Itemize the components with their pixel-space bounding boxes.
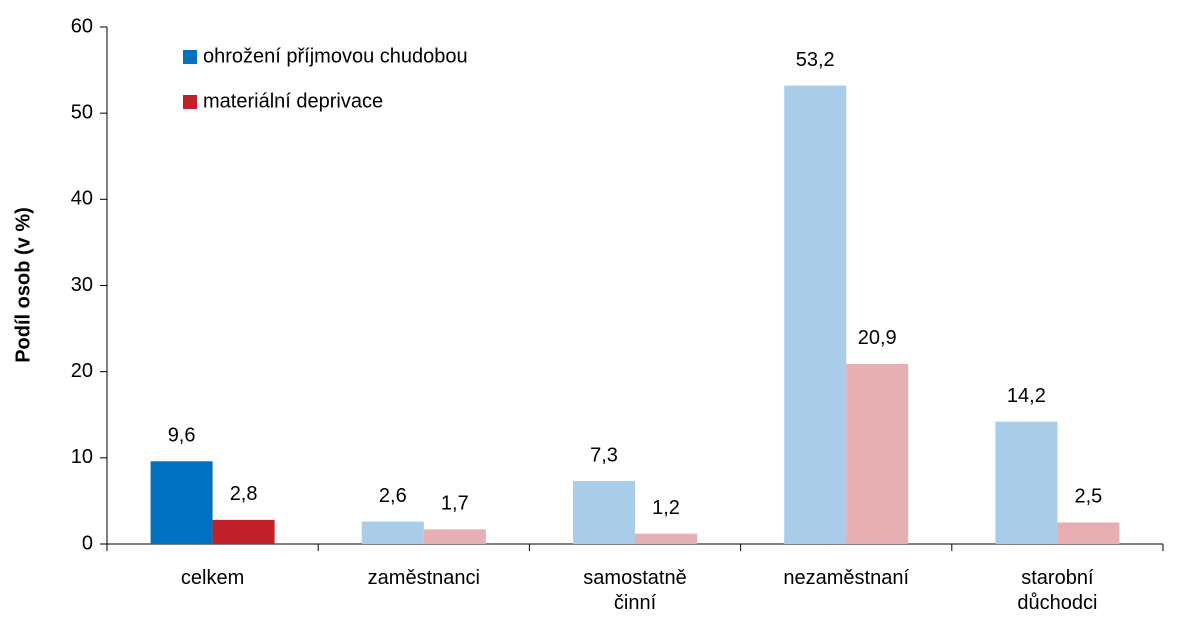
bar — [995, 421, 1058, 544]
y-axis-title: Podíl osob (v %) — [12, 207, 34, 363]
bar — [1057, 522, 1120, 544]
data-label: 9,6 — [168, 425, 196, 447]
y-tick-label: 40 — [71, 188, 93, 210]
bar — [784, 85, 847, 545]
x-tick-label: nezaměstnaní — [783, 567, 909, 589]
bar — [635, 533, 697, 544]
y-tick-label: 20 — [71, 360, 93, 382]
x-tick-label: celkem — [180, 567, 245, 589]
data-label: 14,2 — [1007, 385, 1046, 407]
bar — [423, 529, 486, 544]
data-label: 1,7 — [441, 493, 469, 515]
x-tick-label: starobní důchodci — [1017, 567, 1098, 614]
bar — [212, 519, 275, 544]
bar — [846, 363, 909, 544]
data-label: 7,3 — [590, 444, 618, 466]
y-tick-label: 30 — [71, 274, 93, 296]
x-tick-label: samostatně činní — [583, 567, 687, 614]
bar — [150, 461, 213, 544]
bar — [573, 481, 635, 544]
y-tick-label: 0 — [82, 532, 93, 554]
y-tick-label: 50 — [71, 101, 93, 123]
data-label: 2,5 — [1074, 486, 1102, 508]
y-tick-label: 60 — [71, 15, 93, 37]
data-label: 2,6 — [379, 485, 407, 507]
data-label: 2,8 — [230, 483, 258, 505]
bar — [361, 521, 424, 544]
data-label: 53,2 — [796, 49, 835, 71]
legend-swatch — [183, 95, 197, 109]
data-label: 20,9 — [858, 327, 897, 349]
x-tick-label: zaměstnanci — [367, 567, 480, 589]
legend-label: materiální deprivace — [203, 90, 383, 112]
legend-label: ohrožení příjmovou chudobou — [203, 45, 468, 67]
legend-swatch — [183, 50, 197, 64]
y-tick-label: 10 — [71, 446, 93, 468]
data-label: 1,2 — [652, 497, 680, 519]
